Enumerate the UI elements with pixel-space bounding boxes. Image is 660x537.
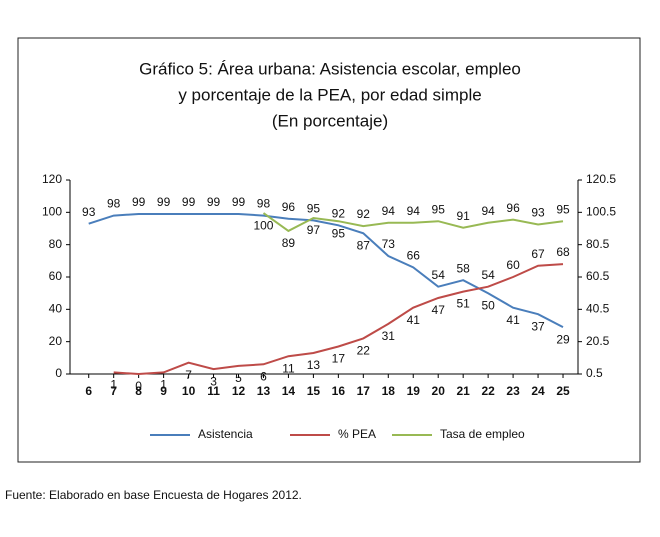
data-label: 91 bbox=[456, 209, 470, 223]
data-label: 29 bbox=[556, 332, 570, 346]
x-tick-label: 12 bbox=[232, 384, 246, 398]
data-label: 93 bbox=[82, 205, 96, 219]
data-label: 6 bbox=[260, 369, 267, 383]
data-label: 0 bbox=[135, 379, 142, 393]
frame bbox=[17, 37, 641, 463]
data-label: 96 bbox=[282, 200, 296, 214]
data-label: 60 bbox=[506, 258, 520, 272]
x-tick-label: 18 bbox=[382, 384, 396, 398]
data-label: 47 bbox=[432, 303, 446, 317]
data-label: 92 bbox=[357, 207, 371, 221]
x-tick-label: 21 bbox=[456, 384, 470, 398]
data-label: 66 bbox=[407, 248, 421, 262]
data-label: 99 bbox=[232, 195, 246, 209]
y-tick-label: 120 bbox=[42, 172, 62, 186]
data-label: 1 bbox=[110, 378, 117, 392]
x-tick-label: 17 bbox=[357, 384, 371, 398]
y-tick-label: 100 bbox=[42, 205, 62, 219]
series-line bbox=[88, 213, 564, 328]
y2-tick-label: 60.5 bbox=[586, 269, 610, 283]
data-label: 51 bbox=[456, 297, 470, 311]
data-label: 7 bbox=[185, 368, 192, 382]
data-label: 98 bbox=[257, 197, 271, 211]
x-tick-label: 20 bbox=[432, 384, 446, 398]
data-label: 95 bbox=[432, 202, 446, 216]
y2-tick-label: 80.5 bbox=[586, 237, 610, 251]
y-tick-label: 0 bbox=[55, 366, 62, 380]
chart-title: y porcentaje de la PEA, por edad simple bbox=[178, 85, 481, 104]
data-label: 17 bbox=[332, 352, 346, 366]
legend-label: Tasa de empleo bbox=[440, 427, 525, 441]
y2-tick-label: 40.5 bbox=[586, 302, 610, 316]
data-label: 73 bbox=[382, 237, 396, 251]
source-note: Fuente: Elaborado en base Encuesta de Ho… bbox=[5, 488, 302, 502]
data-label: 99 bbox=[207, 195, 221, 209]
series-line bbox=[113, 263, 564, 376]
data-label: 96 bbox=[506, 201, 520, 215]
data-label: 94 bbox=[407, 204, 421, 218]
y-tick-label: 80 bbox=[49, 237, 63, 251]
data-label: 3 bbox=[210, 374, 217, 388]
data-label: 99 bbox=[182, 195, 196, 209]
data-label: 94 bbox=[481, 204, 495, 218]
data-label: 22 bbox=[357, 344, 371, 358]
x-tick-label: 14 bbox=[282, 384, 296, 398]
data-label: 58 bbox=[456, 261, 470, 275]
data-label: 54 bbox=[432, 268, 446, 282]
legend-label: % PEA bbox=[338, 427, 376, 441]
data-label: 13 bbox=[307, 358, 321, 372]
data-label: 87 bbox=[357, 239, 371, 253]
data-label: 1 bbox=[160, 378, 167, 392]
chart-title: Gráfico 5: Área urbana: Asistencia escol… bbox=[139, 59, 521, 78]
x-tick-label: 23 bbox=[506, 384, 520, 398]
x-tick-label: 15 bbox=[307, 384, 321, 398]
chart-title: (En porcentaje) bbox=[272, 111, 388, 130]
series-line bbox=[262, 212, 564, 233]
x-tick-label: 8 bbox=[135, 384, 142, 398]
data-label: 99 bbox=[132, 195, 146, 209]
y-tick-label: 60 bbox=[49, 269, 63, 283]
x-tick-label: 22 bbox=[481, 384, 495, 398]
data-label: 100 bbox=[253, 218, 273, 232]
data-label: 92 bbox=[332, 206, 346, 220]
x-tick-label: 13 bbox=[257, 384, 271, 398]
data-label: 99 bbox=[157, 195, 171, 209]
data-label: 95 bbox=[307, 202, 321, 216]
x-tick-label: 25 bbox=[556, 384, 570, 398]
y-tick-label: 40 bbox=[49, 302, 63, 316]
data-label: 31 bbox=[382, 329, 396, 343]
data-label: 11 bbox=[282, 361, 295, 375]
data-label: 5 bbox=[235, 371, 242, 385]
y2-tick-label: 0.5 bbox=[586, 366, 603, 380]
data-label: 54 bbox=[481, 268, 495, 282]
data-label: 50 bbox=[481, 298, 495, 312]
x-tick-label: 16 bbox=[332, 384, 346, 398]
data-label: 37 bbox=[531, 319, 545, 333]
x-tick-label: 19 bbox=[407, 384, 421, 398]
x-tick-label: 9 bbox=[160, 384, 167, 398]
data-label: 89 bbox=[282, 236, 296, 250]
x-tick-label: 10 bbox=[182, 384, 196, 398]
y2-tick-label: 120.5 bbox=[586, 172, 616, 186]
data-label: 41 bbox=[407, 313, 421, 327]
x-tick-label: 11 bbox=[207, 384, 220, 398]
legend-label: Asistencia bbox=[198, 427, 253, 441]
data-label: 95 bbox=[332, 226, 346, 240]
y2-tick-label: 20.5 bbox=[586, 334, 610, 348]
data-label: 68 bbox=[556, 245, 570, 259]
y2-tick-label: 100.5 bbox=[586, 205, 616, 219]
data-label: 98 bbox=[107, 197, 121, 211]
x-tick-label: 24 bbox=[531, 384, 545, 398]
data-label: 41 bbox=[506, 313, 520, 327]
data-label: 97 bbox=[307, 223, 321, 237]
data-label: 95 bbox=[556, 202, 570, 216]
data-label: 93 bbox=[531, 206, 545, 220]
data-label: 67 bbox=[531, 247, 545, 261]
y-tick-label: 20 bbox=[49, 334, 63, 348]
x-tick-label: 7 bbox=[110, 384, 117, 398]
x-tick-label: 6 bbox=[85, 384, 92, 398]
data-label: 94 bbox=[382, 204, 396, 218]
